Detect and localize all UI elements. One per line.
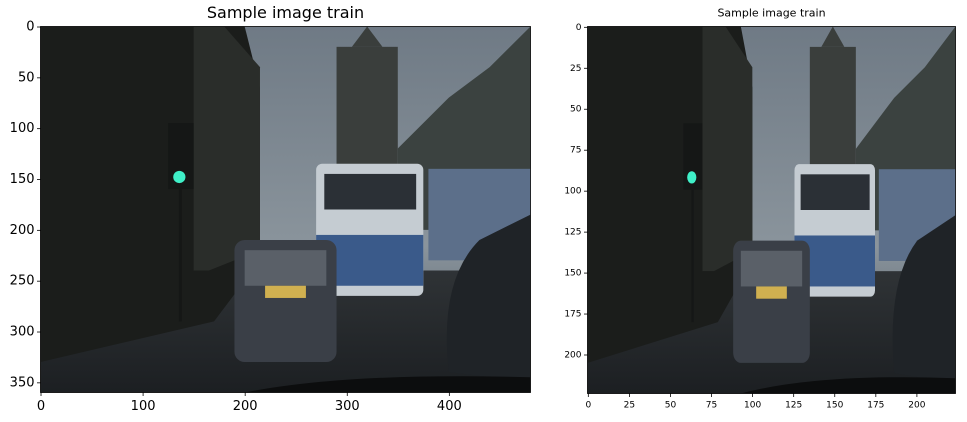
y-tick-label: 100	[10, 121, 35, 136]
y-tick-label: 0	[26, 20, 34, 35]
axes-frame	[40, 26, 531, 393]
y-tick-label: 350	[10, 375, 35, 390]
y-tick-label: 150	[564, 269, 581, 279]
x-tick-label: 0	[37, 399, 45, 414]
y-tick-label: 125	[564, 228, 581, 238]
x-tick-label: 75	[706, 400, 717, 410]
x-tick-label: 200	[233, 399, 258, 414]
x-tick-label: 150	[826, 400, 843, 410]
x-tick-label: 200	[908, 400, 925, 410]
x-tick-label: 50	[665, 400, 677, 410]
chart-title: Sample image train	[717, 7, 825, 20]
x-tick-label: 100	[131, 399, 156, 414]
y-tick-label: 200	[10, 223, 35, 238]
y-tick-label: 100	[564, 187, 581, 197]
y-tick-label: 175	[564, 310, 581, 320]
x-tick-label: 300	[335, 399, 360, 414]
chart-title: Sample image train	[207, 3, 364, 22]
image-content	[587, 26, 956, 394]
x-tick-label: 125	[785, 400, 802, 410]
subplot: Sample image train 0 25 50 75 100 125 150 175 200…	[564, 7, 956, 410]
x-tick-label: 100	[744, 400, 761, 410]
x-tick-label: 400	[437, 399, 462, 414]
y-tick-label: 0	[576, 23, 582, 33]
subplot: Sample image train 0 100 200 300 400 0 50 100 150…	[10, 3, 531, 414]
image-content	[40, 26, 531, 393]
y-tick-label: 50	[570, 105, 582, 115]
y-tick-label: 25	[570, 64, 581, 74]
y-tick-label: 75	[570, 146, 581, 156]
y-tick-label: 250	[10, 274, 35, 289]
y-tick-label: 300	[10, 325, 35, 340]
y-tick-label: 150	[10, 172, 35, 187]
x-tick-label: 175	[867, 400, 884, 410]
image	[40, 26, 531, 393]
axes-frame	[587, 26, 956, 394]
x-tick-label: 0	[585, 400, 591, 410]
x-tick-label: 25	[624, 400, 635, 410]
image	[587, 26, 956, 394]
y-tick-label: 200	[564, 350, 581, 360]
y-tick-label: 50	[18, 70, 35, 85]
